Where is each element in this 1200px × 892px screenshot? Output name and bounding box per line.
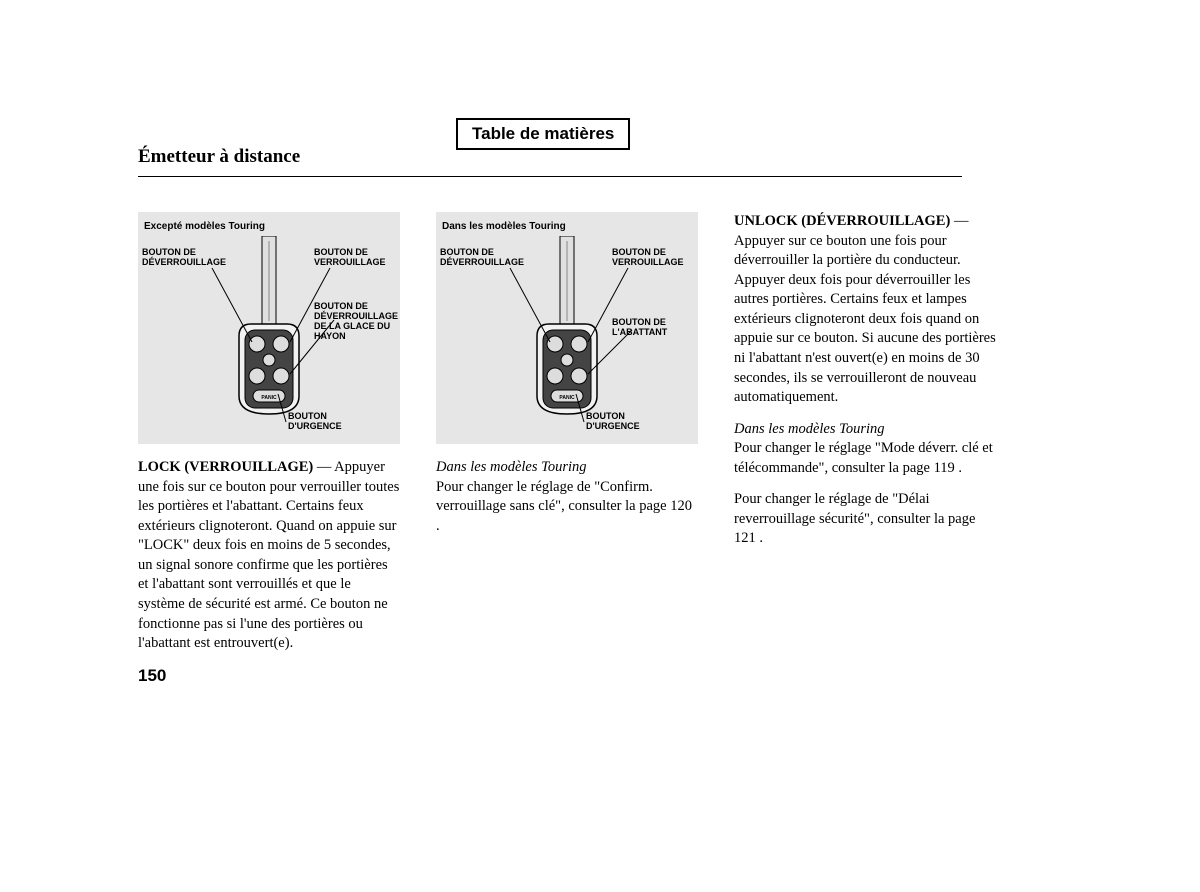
unlock-heading: UNLOCK (DÉVERROUILLAGE) [734,213,950,229]
column-2: Dans les modèles Touring PANIC [436,212,698,732]
label-lock-1: BOUTON DEVERROUILLAGE [314,248,398,268]
col2-note-text: Pour changer le réglage de "Confirm. ver… [436,479,692,534]
label-lock-2: BOUTON DEVERROUILLAGE [612,248,696,268]
content-columns: Excepté modèles Touring [138,212,962,732]
label-panic-2: BOUTOND'URGENCE [586,412,666,432]
unlock-paragraph: UNLOCK (DÉVERROUILLAGE) — Appuyer sur ce… [734,212,996,408]
col3-note1: Dans les modèles Touring Pour changer le… [734,420,996,479]
lock-heading: LOCK (VERROUILLAGE) [138,459,313,475]
title-rule [138,176,962,177]
col2-note: Dans les modèles Touring Pour changer le… [436,458,698,536]
lock-text: — Appuyer une fois sur ce bouton pour ve… [138,459,399,651]
col3-note2: Pour changer le réglage de "Délai reverr… [734,490,996,549]
col3-note2-text: Pour changer le réglage de "Délai reverr… [734,491,975,546]
label-unlock-1: BOUTON DEDÉVERROUILLAGE [142,248,226,268]
diagram2-caption: Dans les modèles Touring [442,220,692,234]
lock-paragraph: LOCK (VERROUILLAGE) — Appuyer une fois s… [138,458,400,654]
page-title: Émetteur à distance [138,146,300,168]
page-number: 150 [138,666,166,686]
unlock-text: — Appuyer sur ce bouton une fois pour dé… [734,213,996,405]
column-1: Excepté modèles Touring [138,212,400,732]
key-fob-illustration-1: PANIC [229,236,309,426]
svg-text:PANIC: PANIC [261,395,277,401]
column-3: UNLOCK (DÉVERROUILLAGE) — Appuyer sur ce… [734,212,996,732]
label-glass-1: BOUTON DEDÉVERROUILLAGEDE LA GLACE DUHAY… [314,302,398,342]
diagram1-caption: Excepté modèles Touring [144,220,394,234]
toc-label: Table de matières [472,124,614,143]
col3-note1-heading: Dans les modèles Touring [734,421,885,437]
label-unlock-2: BOUTON DEDÉVERROUILLAGE [440,248,524,268]
col3-note1-text: Pour changer le réglage "Mode déverr. cl… [734,440,993,476]
label-tailgate-2: BOUTON DEL'ABATTANT [612,318,696,338]
label-panic-1: BOUTOND'URGENCE [288,412,368,432]
diagram-touring: Dans les modèles Touring PANIC [436,212,698,444]
col2-note-heading: Dans les modèles Touring [436,459,587,475]
svg-text:PANIC: PANIC [559,395,575,401]
diagram-except-touring: Excepté modèles Touring [138,212,400,444]
key-fob-illustration-2: PANIC [527,236,607,426]
toc-link-box[interactable]: Table de matières [456,118,630,150]
